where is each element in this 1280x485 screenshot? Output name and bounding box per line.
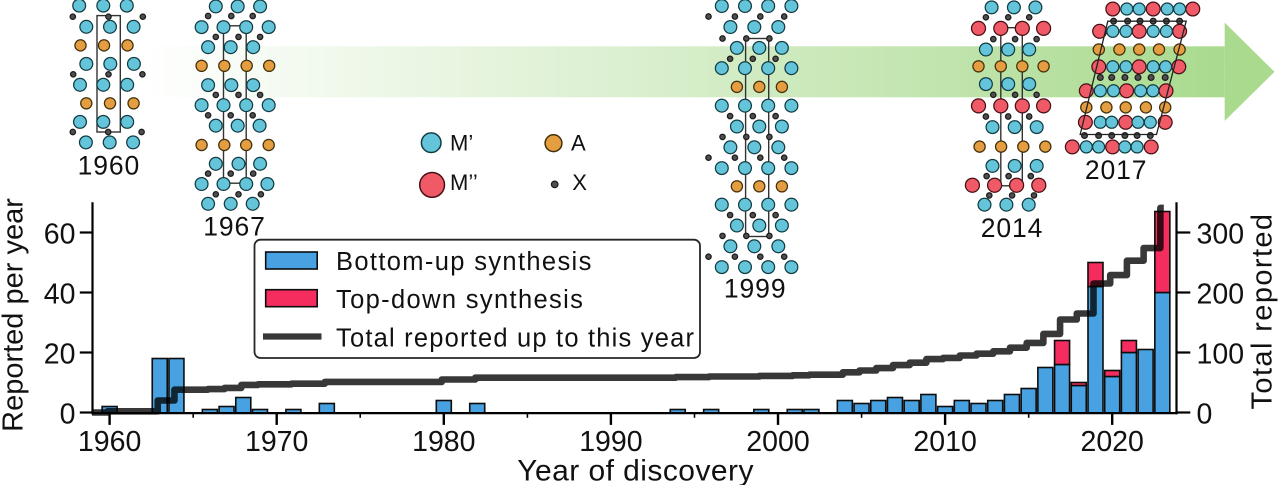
svg-text:Top-down synthesis: Top-down synthesis [336,286,584,314]
svg-text:1980: 1980 [412,426,475,458]
svg-text:2017: 2017 [1085,155,1148,185]
svg-text:20: 20 [44,338,76,370]
svg-text:M’: M’ [450,131,473,156]
svg-text:1967: 1967 [203,212,266,242]
svg-text:X: X [572,170,587,195]
svg-text:0: 0 [1197,398,1213,430]
svg-text:Bottom-up synthesis: Bottom-up synthesis [336,248,593,276]
svg-text:2020: 2020 [1080,426,1143,458]
svg-text:Reported per year: Reported per year [0,198,30,432]
svg-text:1970: 1970 [245,426,308,458]
svg-text:Year of discovery: Year of discovery [517,455,754,485]
svg-text:2000: 2000 [746,426,809,458]
svg-text:Total reported: Total reported [1247,213,1279,410]
svg-text:200: 200 [1197,278,1245,310]
svg-text:Total reported up to this year: Total reported up to this year [336,324,695,352]
svg-text:300: 300 [1197,218,1245,250]
svg-text:1960: 1960 [78,426,141,458]
svg-text:0: 0 [60,398,76,430]
svg-text:1960: 1960 [78,151,141,181]
svg-text:M’’: M’’ [450,170,478,195]
svg-text:40: 40 [44,278,76,310]
svg-text:2010: 2010 [913,426,976,458]
svg-text:1999: 1999 [724,274,787,304]
svg-text:A: A [571,131,586,156]
svg-text:60: 60 [44,218,76,250]
svg-text:100: 100 [1197,338,1245,370]
svg-text:2014: 2014 [981,213,1044,243]
svg-text:1990: 1990 [579,426,642,458]
